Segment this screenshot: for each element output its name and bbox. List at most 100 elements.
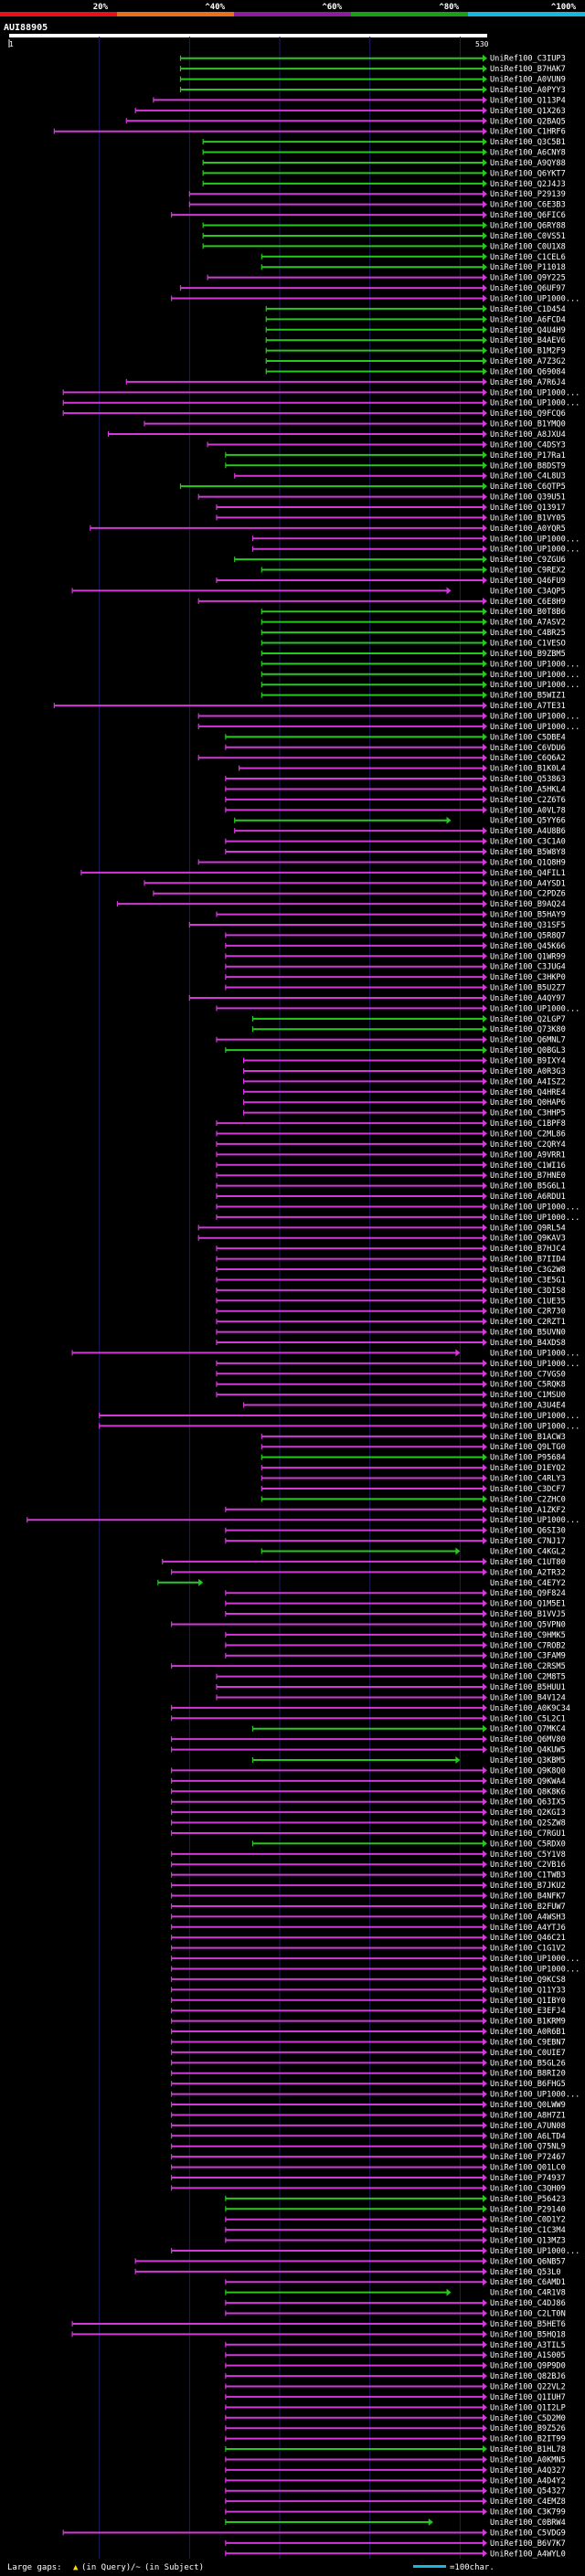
hit-label[interactable]: UniRef100_UP1000... — [490, 723, 580, 732]
hit-row[interactable]: UniRef100_Q6NB57 — [134, 2257, 566, 2266]
hit-row[interactable]: UniRef100_Q6MNL7 — [216, 1035, 566, 1045]
hit-row[interactable]: UniRef100_Q3KBM5 — [251, 1755, 566, 1765]
hit-label[interactable]: UniRef100_Q9RL54 — [490, 1224, 566, 1233]
hit-row[interactable]: UniRef100_C4RLY3 — [261, 1474, 566, 1484]
hit-label[interactable]: UniRef100_Q5VPN0 — [490, 1620, 566, 1629]
hit-row[interactable]: UniRef100_Q4FIL1 — [80, 868, 566, 878]
hit-row[interactable]: UniRef100_Q6MV80 — [171, 1735, 566, 1744]
hit-row[interactable]: UniRef100_C9REX2 — [261, 566, 566, 576]
hit-row[interactable]: UniRef100_B6V7K7 — [225, 2539, 566, 2549]
hit-label[interactable]: UniRef100_A6FCD4 — [490, 315, 566, 324]
hit-row[interactable]: UniRef100_Q46FU9 — [216, 576, 566, 586]
hit-row[interactable]: UniRef100_A7R6J4 — [125, 377, 566, 387]
hit-label[interactable]: UniRef100_C1D454 — [490, 305, 566, 314]
hit-label[interactable]: UniRef100_B9IXY4 — [490, 1057, 566, 1066]
hit-label[interactable]: UniRef100_B8DST9 — [490, 461, 566, 471]
hit-row[interactable]: UniRef100_Q1X263 — [134, 106, 566, 116]
hit-row[interactable]: UniRef100_UP1000... — [197, 712, 580, 721]
hit-label[interactable]: UniRef100_B5GL26 — [490, 2059, 566, 2068]
hit-label[interactable]: UniRef100_P11018 — [490, 263, 566, 272]
hit-row[interactable]: UniRef100_Q6SI30 — [225, 1526, 566, 1536]
hit-row[interactable]: UniRef100_B1HL78 — [225, 2445, 566, 2454]
hit-label[interactable]: UniRef100_C6E3B3 — [490, 201, 566, 210]
hit-row[interactable]: UniRef100_A2TR32 — [171, 1568, 566, 1577]
hit-label[interactable]: UniRef100_C4DSY3 — [490, 440, 566, 450]
hit-row[interactable]: UniRef100_Q46C21 — [171, 1934, 566, 1943]
hit-row[interactable]: UniRef100_B4AEV6 — [265, 336, 566, 345]
hit-row[interactable]: UniRef100_Q4KUW5 — [171, 1745, 566, 1755]
hit-row[interactable]: UniRef100_A6FCD4 — [265, 315, 566, 324]
hit-label[interactable]: UniRef100_Q11Y33 — [490, 1986, 566, 1995]
hit-label[interactable]: UniRef100_UP1000... — [490, 294, 580, 303]
hit-row[interactable]: UniRef100_C4BR25 — [261, 629, 566, 638]
hit-label[interactable]: UniRef100_C9EBN7 — [490, 2038, 566, 2047]
hit-label[interactable]: UniRef100_A8H7Z1 — [490, 2111, 566, 2120]
hit-label[interactable]: UniRef100_C4R1V8 — [490, 2289, 566, 2298]
hit-row[interactable]: UniRef100_Q8K8K6 — [171, 1787, 566, 1797]
hit-label[interactable]: UniRef100_C2LT0N — [490, 2310, 566, 2319]
hit-label[interactable]: UniRef100_B4V124 — [490, 1693, 566, 1702]
hit-label[interactable]: UniRef100_Q9F824 — [490, 1589, 566, 1598]
hit-row[interactable]: UniRef100_Q9K8Q0 — [171, 1766, 566, 1776]
hit-label[interactable]: UniRef100_UP1000... — [490, 2247, 580, 2256]
hit-row[interactable]: UniRef100_C7VGS0 — [216, 1370, 566, 1379]
hit-row[interactable]: UniRef100_B8RI20 — [171, 2069, 566, 2079]
hit-row[interactable]: UniRef100_P29139 — [188, 190, 566, 199]
hit-label[interactable]: UniRef100_C5L2C1 — [490, 1714, 566, 1723]
hit-label[interactable]: UniRef100_A4QY97 — [490, 994, 566, 1003]
hit-row[interactable]: UniRef100_C4KGL2 — [261, 1547, 566, 1556]
hit-label[interactable]: UniRef100_A4U8B6 — [490, 827, 566, 836]
hit-label[interactable]: UniRef100_B1KRM9 — [490, 2018, 566, 2027]
hit-row[interactable]: UniRef100_B5W8Y8 — [225, 848, 566, 857]
hit-row[interactable]: UniRef100_A1S005 — [225, 2351, 566, 2360]
hit-label[interactable]: UniRef100_A0KMN5 — [490, 2455, 566, 2465]
hit-label[interactable]: UniRef100_Q9KAV3 — [490, 1235, 566, 1244]
hit-label[interactable]: UniRef100_A6CNY8 — [490, 149, 566, 158]
hit-label[interactable]: UniRef100_C4E7Y2 — [490, 1579, 566, 1588]
hit-row[interactable]: UniRef100_A4U8B6 — [234, 827, 566, 836]
hit-row[interactable]: UniRef100_C6AMD1 — [225, 2278, 566, 2287]
hit-label[interactable]: UniRef100_P95684 — [490, 1454, 566, 1463]
hit-label[interactable]: UniRef100_Q0BGL3 — [490, 1046, 566, 1055]
hit-row[interactable]: UniRef100_Q0BGL3 — [225, 1046, 566, 1055]
hit-row[interactable]: UniRef100_Q31SF5 — [188, 920, 566, 930]
hit-label[interactable]: UniRef100_C2ML86 — [490, 1129, 566, 1139]
hit-row[interactable]: UniRef100_A6RDU1 — [216, 1193, 566, 1202]
hit-label[interactable]: UniRef100_Q0HAP6 — [490, 1098, 566, 1108]
hit-label[interactable]: UniRef100_C6Q6A2 — [490, 754, 566, 763]
hit-label[interactable]: UniRef100_C3JUG4 — [490, 963, 566, 972]
hit-label[interactable]: UniRef100_P29140 — [490, 2205, 566, 2214]
hit-label[interactable]: UniRef100_B7IID4 — [490, 1256, 566, 1265]
hit-label[interactable]: UniRef100_B5W8Y8 — [490, 848, 566, 857]
hit-label[interactable]: UniRef100_C3DIS8 — [490, 1287, 566, 1296]
hit-row[interactable]: UniRef100_B4NFK7 — [171, 1892, 566, 1902]
hit-label[interactable]: UniRef100_B0T8B6 — [490, 608, 566, 617]
hit-row[interactable]: UniRef100_C5RQK8 — [216, 1380, 566, 1390]
hit-label[interactable]: UniRef100_Q9LTG0 — [490, 1443, 566, 1452]
hit-label[interactable]: UniRef100_C4EMZ8 — [490, 2497, 566, 2507]
hit-row[interactable]: UniRef100_B5HAY9 — [216, 910, 566, 920]
hit-row[interactable]: UniRef100_C1WI16 — [216, 1161, 566, 1171]
hit-label[interactable]: UniRef100_C0U1X8 — [490, 242, 566, 251]
hit-row[interactable]: UniRef100_C4R1V8 — [225, 2288, 566, 2298]
hit-label[interactable]: UniRef100_Q1WR99 — [490, 952, 566, 961]
hit-label[interactable]: UniRef100_Q69084 — [490, 367, 566, 376]
hit-label[interactable]: UniRef100_Q1X263 — [490, 107, 566, 116]
hit-label[interactable]: UniRef100_C9HMK5 — [490, 1631, 566, 1640]
hit-row[interactable]: UniRef100_B8DST9 — [225, 461, 566, 471]
hit-label[interactable]: UniRef100_C7NJ17 — [490, 1537, 566, 1546]
hit-label[interactable]: UniRef100_B1ACW3 — [490, 1433, 566, 1442]
hit-label[interactable]: UniRef100_P17Ra1 — [490, 451, 566, 461]
hit-label[interactable]: UniRef100_Q7MKC4 — [490, 1725, 566, 1734]
hit-label[interactable]: UniRef100_Q3KBM5 — [490, 1756, 566, 1765]
hit-row[interactable]: UniRef100_UP1000... — [62, 398, 580, 408]
hit-label[interactable]: UniRef100_B8RI20 — [490, 2070, 566, 2079]
hit-row[interactable]: UniRef100_C7NJ17 — [225, 1537, 566, 1546]
hit-row[interactable]: UniRef100_B2IT99 — [225, 2434, 566, 2444]
hit-label[interactable]: UniRef100_Q45K66 — [490, 942, 566, 951]
hit-label[interactable]: UniRef100_C0BRW4 — [490, 2518, 566, 2528]
hit-row[interactable]: UniRef100_B1KRM9 — [171, 2017, 566, 2027]
hit-label[interactable]: UniRef100_C3E5G1 — [490, 1276, 566, 1285]
hit-row[interactable]: UniRef100_C6Q6A2 — [197, 754, 566, 763]
hit-label[interactable]: UniRef100_C5RDX0 — [490, 1839, 566, 1849]
